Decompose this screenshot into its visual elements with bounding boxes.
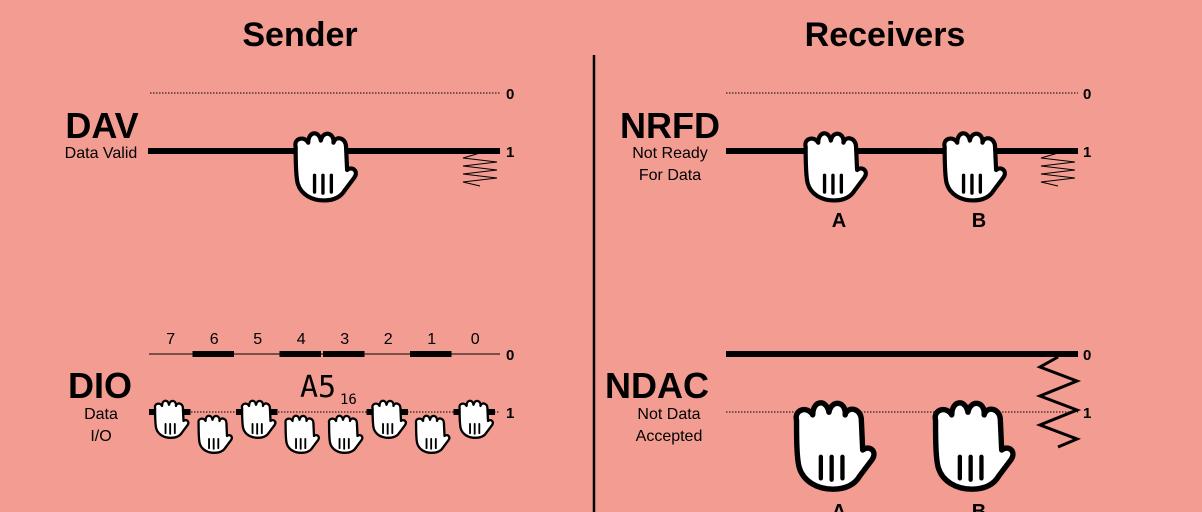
- dio-value: A5 16: [300, 370, 357, 408]
- dio-bit-number: 5: [253, 331, 262, 348]
- spring-icon: [1040, 152, 1076, 187]
- dio-bit-number: 6: [210, 331, 219, 348]
- dio-bit-1: 1: [410, 331, 452, 454]
- nrfd-description-line1: Not Ready: [632, 145, 708, 162]
- nrfd-level-zero-label: 0: [1083, 86, 1091, 103]
- dio-bit-number: 7: [166, 331, 175, 348]
- dio-bit-6: 6: [192, 331, 234, 454]
- dio-bit-5: 5: [236, 331, 278, 439]
- hand-icon: [240, 399, 277, 439]
- dio-bit-4: 4: [279, 331, 321, 454]
- nrfd-label: NRFD: [620, 105, 720, 146]
- dio-bit-2: 2: [366, 331, 408, 439]
- ndac-description-line2: Accepted: [636, 428, 703, 445]
- dav-signal: DAV Data Valid 0 1: [65, 86, 514, 200]
- ndac-receiver-b-label: B: [972, 501, 986, 512]
- dio-value-base: 16: [340, 392, 357, 408]
- ndac-level-one-label: 1: [1083, 405, 1091, 422]
- dio-bit-3: 3: [323, 331, 365, 454]
- hand-icon: [458, 399, 494, 439]
- dio-bit-number: 1: [427, 331, 436, 348]
- dio-description-line2: I/O: [90, 428, 111, 445]
- ndac-signal: NDAC Not Data Accepted 0 1 A B: [605, 347, 1091, 512]
- nrfd-receiver-a-label: A: [832, 210, 846, 232]
- sender-heading: Sender: [242, 16, 357, 54]
- receivers-heading: Receivers: [805, 16, 966, 54]
- hand-icon: [153, 399, 190, 439]
- dio-label: DIO: [68, 365, 132, 406]
- spring-icon: [462, 152, 498, 187]
- dio-bit-number: 3: [340, 331, 349, 348]
- dio-bit-7: 7: [149, 331, 191, 439]
- dio-bit-number: 4: [297, 331, 306, 348]
- ndac-level-zero-label: 0: [1083, 347, 1091, 364]
- dav-level-zero-label: 0: [506, 86, 514, 103]
- hand-icon: [295, 133, 355, 200]
- ndac-receiver-a-label: A: [832, 501, 846, 512]
- nrfd-signal: NRFD Not Ready For Data 0 1 A B: [620, 86, 1091, 232]
- dio-bit-0: 0: [453, 331, 495, 439]
- nrfd-description-line2: For Data: [639, 167, 701, 184]
- dio-bit-number: 2: [384, 331, 393, 348]
- hand-icon: [935, 403, 1013, 489]
- dio-signal: DIO Data I/O 0 1 7 6 5 4 3 2 1 0 A5 16: [68, 331, 514, 454]
- ndac-label: NDAC: [605, 365, 709, 406]
- dav-level-one-label: 1: [506, 144, 514, 161]
- dio-level-zero-label: 0: [506, 347, 514, 364]
- hand-icon: [284, 414, 320, 454]
- nrfd-level-one-label: 1: [1083, 144, 1091, 161]
- hand-icon: [805, 133, 865, 200]
- hand-icon: [327, 414, 364, 454]
- ndac-description-line1: Not Data: [637, 406, 700, 423]
- hand-icon: [414, 414, 451, 454]
- dav-description: Data Valid: [65, 145, 138, 162]
- hand-icon: [371, 399, 407, 439]
- spring-icon: [1035, 355, 1082, 449]
- dio-bit-number: 0: [471, 331, 480, 348]
- dio-value-text: A5: [300, 370, 336, 405]
- hand-icon: [796, 403, 874, 489]
- hand-icon: [944, 133, 1004, 200]
- dav-label: DAV: [65, 105, 138, 146]
- hand-icon: [197, 414, 233, 454]
- dio-description-line1: Data: [84, 406, 118, 423]
- nrfd-receiver-b-label: B: [972, 210, 986, 232]
- dio-level-one-label: 1: [506, 405, 514, 422]
